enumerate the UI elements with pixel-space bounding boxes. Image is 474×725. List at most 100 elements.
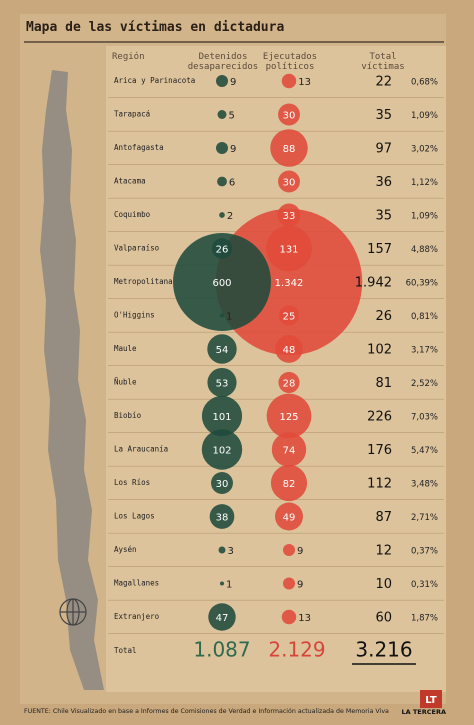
bubble <box>207 367 237 398</box>
bubble-label: 28 <box>283 379 296 390</box>
total-value: 176 <box>367 443 392 458</box>
percentage: 7,03% <box>411 413 438 423</box>
region-label: Arica y Parinacota <box>114 76 195 85</box>
bubble-label: 9 <box>297 580 303 591</box>
bubble <box>218 546 226 554</box>
bubble <box>217 176 227 187</box>
bubble-label: 9 <box>297 546 303 557</box>
total-value: 60 <box>375 611 392 626</box>
bubble <box>270 464 308 502</box>
percentage: 2,71% <box>411 513 438 523</box>
bubble <box>209 504 235 529</box>
bubble-label: 1 <box>226 312 232 323</box>
percentage: 1,87% <box>411 614 438 624</box>
bubble <box>275 502 303 531</box>
bubble-label: 3 <box>227 546 233 557</box>
region-label: Los Lagos <box>114 512 155 521</box>
bubble <box>275 335 303 363</box>
bubble-label: 48 <box>283 345 296 356</box>
bubble-label: 54 <box>216 345 229 356</box>
total-value: 102 <box>367 343 392 358</box>
total-value: 87 <box>375 510 392 525</box>
bubble <box>283 577 295 590</box>
region-label: Coquimbo <box>114 210 151 219</box>
percentage: 3,48% <box>411 480 438 490</box>
bubble <box>173 233 271 331</box>
bubble <box>216 142 228 154</box>
bubble-label: 30 <box>216 479 229 490</box>
region-label: Atacama <box>114 177 146 186</box>
bubble <box>270 129 308 167</box>
bubble-label: 1.342 <box>275 278 304 289</box>
region-label: Maule <box>114 344 137 353</box>
bubble <box>220 313 224 318</box>
bubble-label: 9 <box>230 77 236 88</box>
bubble <box>217 110 227 119</box>
region-label: Extranjero <box>114 612 160 621</box>
bubble <box>208 603 236 631</box>
bubble-label: 125 <box>279 412 298 423</box>
bubble <box>220 581 224 586</box>
total-value: 81 <box>375 376 392 391</box>
percentage: 1,12% <box>411 178 438 188</box>
region-label: O'Higgins <box>114 311 155 320</box>
percentage: 4,88% <box>411 245 438 255</box>
bubble <box>278 371 300 394</box>
bubble <box>279 305 299 326</box>
bubble-label: 1 <box>226 580 232 591</box>
percentage: 5,47% <box>411 446 438 456</box>
total-value: 1.942 <box>355 276 392 291</box>
region-header: Región <box>112 52 145 62</box>
total-value: 12 <box>375 544 392 559</box>
column-total: 1.087 <box>193 638 250 662</box>
bubble <box>216 75 228 87</box>
percentage: 0,81% <box>411 312 438 322</box>
bubble-label: 9 <box>230 144 236 155</box>
globe-icon <box>59 598 87 626</box>
bubble <box>281 609 297 625</box>
percentage: 3,17% <box>411 346 438 356</box>
bubble-label: 13 <box>298 77 311 88</box>
bubble <box>219 212 225 218</box>
total-value: 35 <box>375 209 392 224</box>
total-value: 226 <box>367 410 392 425</box>
bubble-label: 38 <box>216 513 229 524</box>
percentage: 60,39% <box>406 279 438 289</box>
total-value: 112 <box>367 477 392 492</box>
bubble <box>278 103 300 126</box>
column-total: 2.129 <box>268 638 325 662</box>
bubble-label: 47 <box>216 613 229 624</box>
column-total: 3.216 <box>355 638 412 662</box>
bubble-label: 5 <box>228 111 234 122</box>
column-header: Ejecutados políticos <box>262 52 318 72</box>
total-value: 26 <box>375 309 392 324</box>
logo: LT <box>425 695 437 706</box>
bubble <box>201 395 243 437</box>
region-label: Metropolitana <box>114 277 173 286</box>
bubble-label: 600 <box>212 278 231 289</box>
column-header: Detenidos desaparecidos <box>187 52 259 72</box>
bubble-label: 88 <box>283 144 296 155</box>
bubble-label: 49 <box>283 513 296 524</box>
region-label: Valparaíso <box>114 244 160 253</box>
percentage: 2,52% <box>411 379 438 389</box>
region-label: Antofagasta <box>114 143 164 152</box>
percentage: 1,09% <box>411 212 438 222</box>
region-label: Los Ríos <box>114 478 150 487</box>
bubble <box>271 432 307 467</box>
bubble-label: 26 <box>216 245 229 256</box>
total-value: 157 <box>367 242 392 257</box>
percentage: 0,31% <box>411 580 438 590</box>
title: Mapa de las víctimas en dictadura <box>26 20 284 35</box>
bubble-label: 25 <box>283 312 296 323</box>
bubble <box>283 544 295 556</box>
total-value: 36 <box>375 175 392 190</box>
bubble-label: 53 <box>216 379 229 390</box>
column-header: Total víctimas <box>361 52 405 72</box>
region-label: Magallanes <box>114 579 159 588</box>
bubble-label: 30 <box>283 178 296 189</box>
brand: LA TERCERA <box>401 708 446 716</box>
bubble <box>207 334 237 364</box>
bubble-label: 74 <box>283 446 296 457</box>
